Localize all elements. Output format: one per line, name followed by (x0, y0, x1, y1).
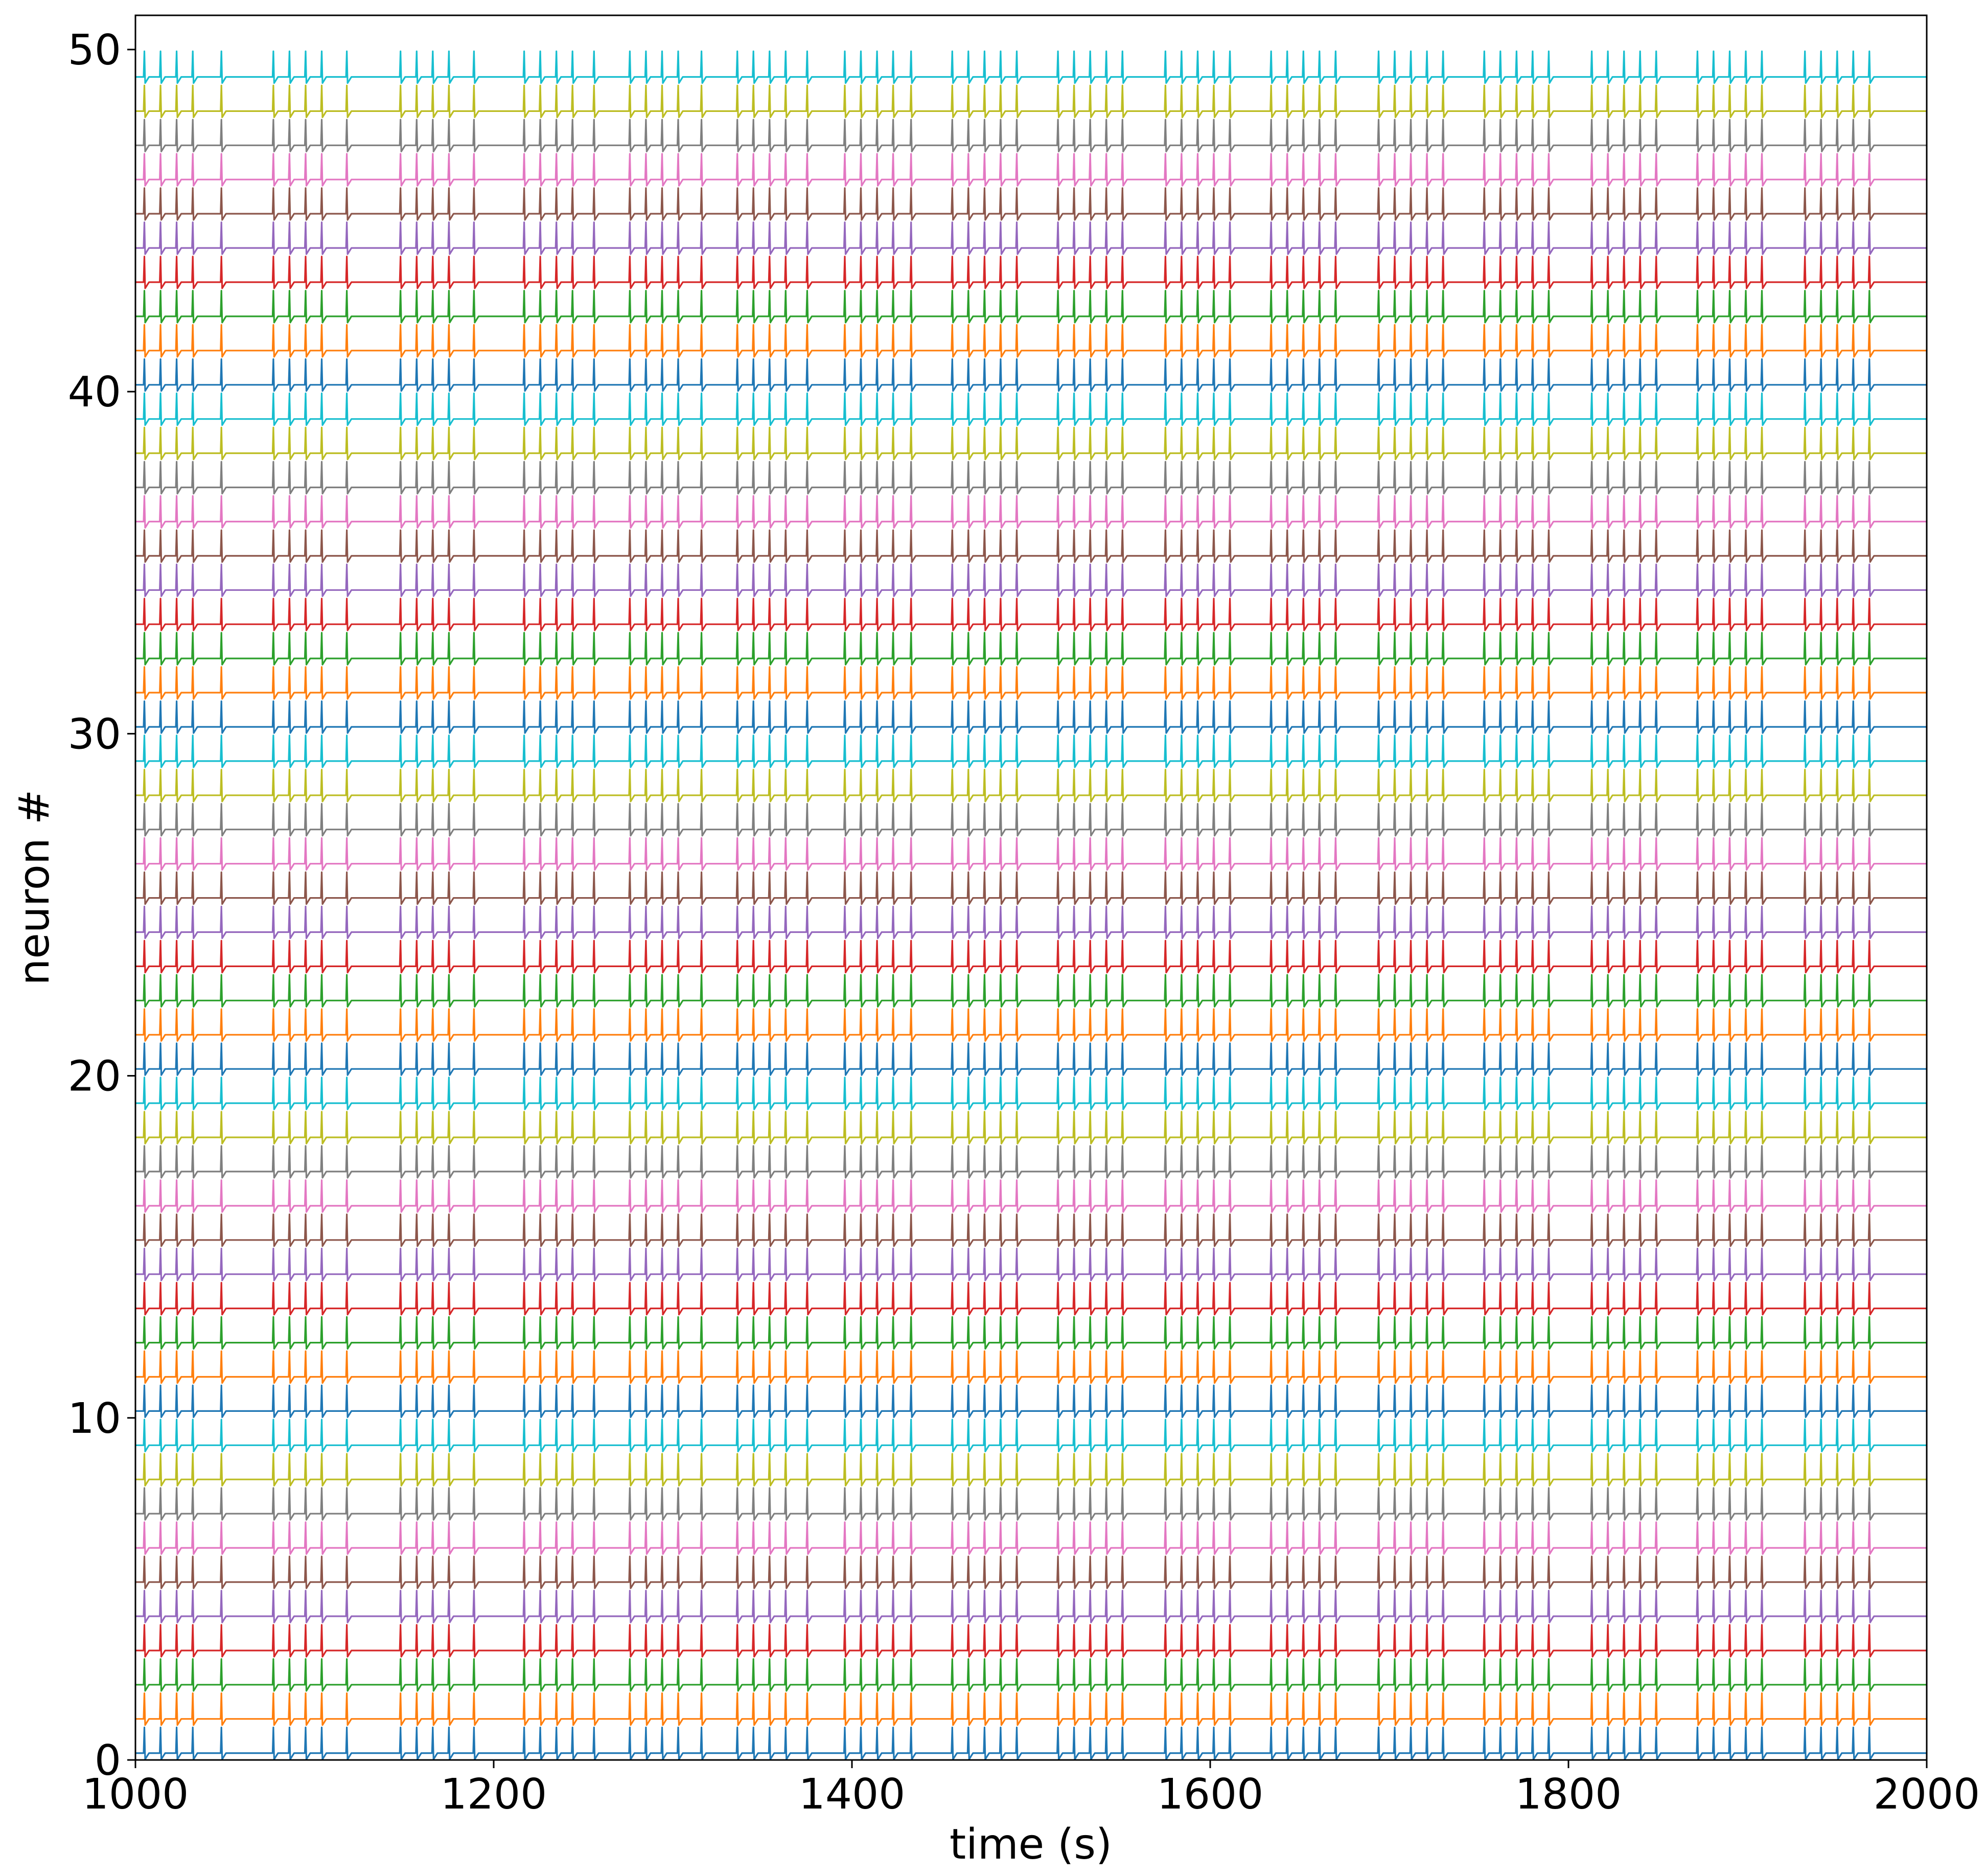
neuron-trace-24 (135, 905, 1927, 940)
neuron-trace-41 (135, 324, 1927, 358)
neuron-trace-37 (135, 461, 1927, 495)
neuron-trace-44 (135, 221, 1927, 255)
neuron-trace-47 (135, 119, 1927, 152)
y-tick-label: 10 (68, 1394, 121, 1443)
neuron-trace-25 (135, 871, 1927, 905)
x-axis-label: time (s) (950, 1820, 1112, 1869)
plot-frame (134, 14, 1928, 1761)
neuron-trace-29 (135, 735, 1927, 768)
y-tick-label: 50 (68, 26, 121, 75)
neuron-trace-20 (135, 1042, 1927, 1076)
neuron-trace-21 (135, 1008, 1927, 1042)
neuron-trace-30 (135, 700, 1927, 734)
neuron-trace-43 (135, 256, 1927, 289)
neuron-trace-11 (135, 1350, 1927, 1384)
y-tick-label: 40 (68, 368, 121, 417)
neuron-trace-49 (135, 50, 1927, 84)
x-tick-label: 1600 (1157, 1770, 1264, 1819)
neuron-trace-23 (135, 940, 1927, 974)
x-tick-label: 2000 (1874, 1770, 1980, 1819)
neuron-trace-32 (135, 632, 1927, 666)
neuron-trace-7 (135, 1487, 1927, 1521)
y-tick-label: 20 (68, 1053, 121, 1101)
x-tick-label: 1800 (1515, 1770, 1622, 1819)
x-axis-ticks: 1000 1200 1400 1600 1800 2000 (82, 1760, 1980, 1819)
x-tick-label: 1200 (441, 1770, 547, 1819)
y-axis-label: neuron # (10, 789, 59, 985)
neuron-trace-18 (135, 1111, 1927, 1145)
x-tick-label: 1000 (82, 1770, 189, 1819)
neuron-trace-45 (135, 187, 1927, 221)
neuron-trace-35 (135, 529, 1927, 563)
neuron-trace-5 (135, 1555, 1927, 1589)
neuron-trace-42 (135, 290, 1927, 324)
neuron-trace-4 (135, 1590, 1927, 1623)
x-tick-label: 1400 (799, 1770, 906, 1819)
neuron-trace-16 (135, 1179, 1927, 1213)
neuron-trace-15 (135, 1214, 1927, 1247)
neuron-trace-39 (135, 392, 1927, 426)
neuron-trace-13 (135, 1282, 1927, 1316)
neuron-trace-12 (135, 1316, 1927, 1350)
neuron-trace-26 (135, 837, 1927, 871)
neuron-trace-46 (135, 153, 1927, 187)
neuron-trace-14 (135, 1247, 1927, 1282)
neuron-trace-31 (135, 666, 1927, 700)
neuron-trace-33 (135, 598, 1927, 631)
y-axis-ticks: 0 10 20 30 40 50 (68, 26, 135, 1785)
y-tick-label: 0 (95, 1736, 121, 1785)
neuron-trace-22 (135, 974, 1927, 1008)
neuron-traces (135, 50, 1927, 1760)
neuron-trace-2 (135, 1658, 1927, 1692)
neuron-trace-10 (135, 1384, 1927, 1418)
neuron-trace-48 (135, 84, 1927, 118)
neuron-trace-28 (135, 769, 1927, 803)
neuron-trace-27 (135, 803, 1927, 837)
neuron-trace-38 (135, 426, 1927, 461)
y-tick-label: 30 (68, 710, 121, 759)
neuron-trace-1 (135, 1692, 1927, 1726)
neuron-trace-3 (135, 1624, 1927, 1658)
neuron-trace-0 (135, 1726, 1927, 1760)
neuron-trace-6 (135, 1521, 1927, 1555)
neuron-trace-9 (135, 1419, 1927, 1452)
neuron-trace-17 (135, 1145, 1927, 1179)
neuron-trace-8 (135, 1453, 1927, 1486)
neuron-trace-40 (135, 358, 1927, 392)
neuron-trace-34 (135, 563, 1927, 597)
neuron-trace-36 (135, 495, 1927, 529)
neuron-trace-19 (135, 1077, 1927, 1110)
